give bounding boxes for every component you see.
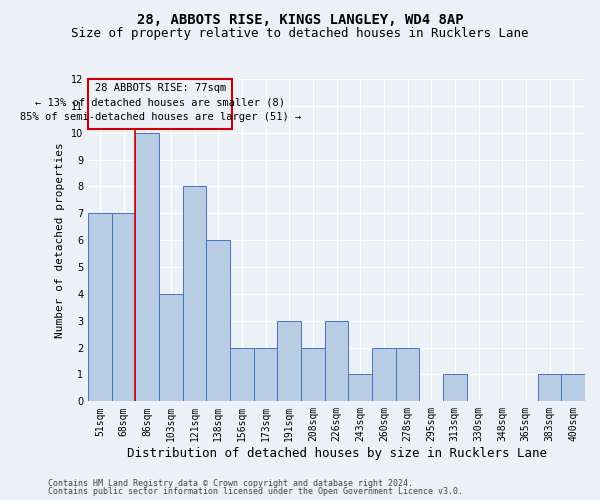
Bar	[254, 348, 277, 402]
Bar	[230, 348, 254, 402]
Bar	[562, 374, 585, 402]
Bar	[136, 132, 159, 402]
Bar	[183, 186, 206, 402]
Y-axis label: Number of detached properties: Number of detached properties	[55, 142, 65, 338]
Text: Contains HM Land Registry data © Crown copyright and database right 2024.: Contains HM Land Registry data © Crown c…	[48, 478, 413, 488]
Text: 85% of semi-detached houses are larger (51) →: 85% of semi-detached houses are larger (…	[20, 112, 301, 122]
Bar	[372, 348, 396, 402]
Bar	[396, 348, 419, 402]
Text: 28, ABBOTS RISE, KINGS LANGLEY, WD4 8AP: 28, ABBOTS RISE, KINGS LANGLEY, WD4 8AP	[137, 12, 463, 26]
Text: 28 ABBOTS RISE: 77sqm: 28 ABBOTS RISE: 77sqm	[95, 82, 226, 92]
Bar	[206, 240, 230, 402]
Text: Size of property relative to detached houses in Rucklers Lane: Size of property relative to detached ho…	[71, 28, 529, 40]
Bar	[112, 214, 136, 402]
Bar	[88, 214, 112, 402]
Bar	[349, 374, 372, 402]
Bar	[301, 348, 325, 402]
Bar	[277, 321, 301, 402]
Bar	[443, 374, 467, 402]
X-axis label: Distribution of detached houses by size in Rucklers Lane: Distribution of detached houses by size …	[127, 447, 547, 460]
Bar	[538, 374, 562, 402]
Text: ← 13% of detached houses are smaller (8): ← 13% of detached houses are smaller (8)	[35, 98, 285, 108]
Bar	[325, 321, 349, 402]
Bar	[159, 294, 183, 402]
Text: Contains public sector information licensed under the Open Government Licence v3: Contains public sector information licen…	[48, 487, 463, 496]
FancyBboxPatch shape	[88, 79, 232, 128]
